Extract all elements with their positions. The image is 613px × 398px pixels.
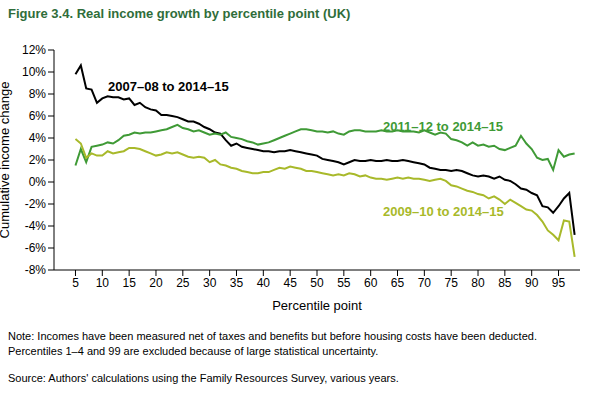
- svg-text:35: 35: [230, 276, 244, 290]
- svg-text:40: 40: [257, 276, 271, 290]
- svg-text:85: 85: [498, 276, 512, 290]
- svg-text:6%: 6%: [29, 109, 47, 123]
- svg-text:-6%: -6%: [25, 241, 47, 255]
- svg-text:12%: 12%: [22, 43, 46, 57]
- svg-text:8%: 8%: [29, 87, 47, 101]
- svg-text:50: 50: [310, 276, 324, 290]
- svg-text:20: 20: [149, 276, 163, 290]
- svg-text:45: 45: [283, 276, 297, 290]
- svg-text:10: 10: [96, 276, 110, 290]
- svg-text:65: 65: [391, 276, 405, 290]
- svg-text:90: 90: [525, 276, 539, 290]
- svg-text:0%: 0%: [29, 175, 47, 189]
- svg-text:2%: 2%: [29, 153, 47, 167]
- svg-text:80: 80: [471, 276, 485, 290]
- svg-text:Cumulative income change: Cumulative income change: [8, 82, 12, 239]
- html-text:Percentiles 1–4 and 99 are exc: Percentiles 1–4 and 99 are excluded beca…: [8, 345, 379, 357]
- html-text:Source: Authors' calculations: Source: Authors' calculations using the …: [8, 372, 399, 384]
- svg-text:10%: 10%: [22, 65, 46, 79]
- svg-text:25: 25: [176, 276, 190, 290]
- html-text:Figure 3.4. Real income growth: Figure 3.4. Real income growth by percen…: [8, 6, 351, 21]
- svg-text:60: 60: [364, 276, 378, 290]
- svg-text:70: 70: [418, 276, 432, 290]
- svg-text:-8%: -8%: [25, 263, 47, 277]
- svg-text:30: 30: [203, 276, 217, 290]
- html-text:Note: Incomes have been measur: Note: Incomes have been measured net of …: [8, 330, 537, 342]
- svg-text:5: 5: [72, 276, 79, 290]
- html-text:2007–08 to 2014–15: 2007–08 to 2014–15: [108, 79, 229, 94]
- svg-text:75: 75: [445, 276, 459, 290]
- html-text:2009–10 to 2014–15: 2009–10 to 2014–15: [383, 204, 504, 219]
- svg-text:95: 95: [552, 276, 566, 290]
- svg-text:15: 15: [122, 276, 136, 290]
- svg-text:4%: 4%: [29, 131, 47, 145]
- svg-text:55: 55: [337, 276, 351, 290]
- svg-text:-2%: -2%: [25, 197, 47, 211]
- svg-text:Percentile point: Percentile point: [272, 298, 362, 313]
- html-text:2011–12 to 2014–15: 2011–12 to 2014–15: [383, 119, 503, 134]
- svg-text:-4%: -4%: [25, 219, 47, 233]
